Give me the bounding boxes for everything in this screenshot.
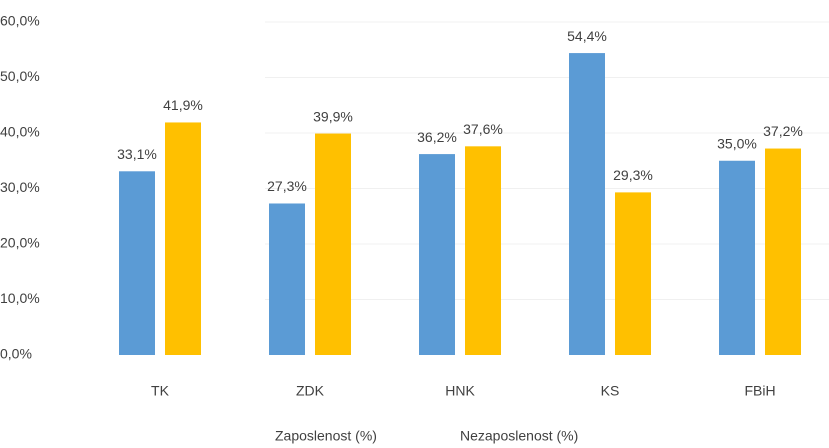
x-tick-label: FBiH <box>744 383 775 399</box>
bar <box>119 171 155 355</box>
y-tick-label: 40,0% <box>0 124 40 140</box>
legend-label: Zaposlenost (%) <box>275 428 377 444</box>
bar <box>719 160 755 355</box>
data-label: 41,9% <box>163 97 203 113</box>
bar <box>165 122 201 355</box>
x-tick-label: ZDK <box>296 383 325 399</box>
y-tick-label: 50,0% <box>0 68 40 84</box>
bar <box>269 203 305 355</box>
y-tick-label: 20,0% <box>0 235 40 251</box>
y-tick-label: 10,0% <box>0 290 40 306</box>
data-label: 37,2% <box>763 123 803 139</box>
legend-label: Nezaposlenost (%) <box>460 428 578 444</box>
data-label: 35,0% <box>717 135 757 151</box>
bar <box>765 148 801 355</box>
bar <box>315 133 351 355</box>
data-label: 37,6% <box>463 121 503 137</box>
bar <box>615 192 651 355</box>
x-tick-label: KS <box>601 383 620 399</box>
bar <box>465 146 501 355</box>
y-tick-label: 60,0% <box>0 13 40 29</box>
y-tick-label: 30,0% <box>0 179 40 195</box>
data-label: 29,3% <box>613 167 653 183</box>
data-label: 54,4% <box>567 28 607 44</box>
bar <box>419 154 455 355</box>
data-label: 36,2% <box>417 129 457 145</box>
data-label: 39,9% <box>313 108 353 124</box>
data-label: 33,1% <box>117 146 157 162</box>
bar <box>569 53 605 355</box>
y-tick-label: 0,0% <box>0 346 32 362</box>
data-label: 27,3% <box>267 178 307 194</box>
x-tick-label: TK <box>151 383 170 399</box>
x-tick-label: HNK <box>445 383 475 399</box>
